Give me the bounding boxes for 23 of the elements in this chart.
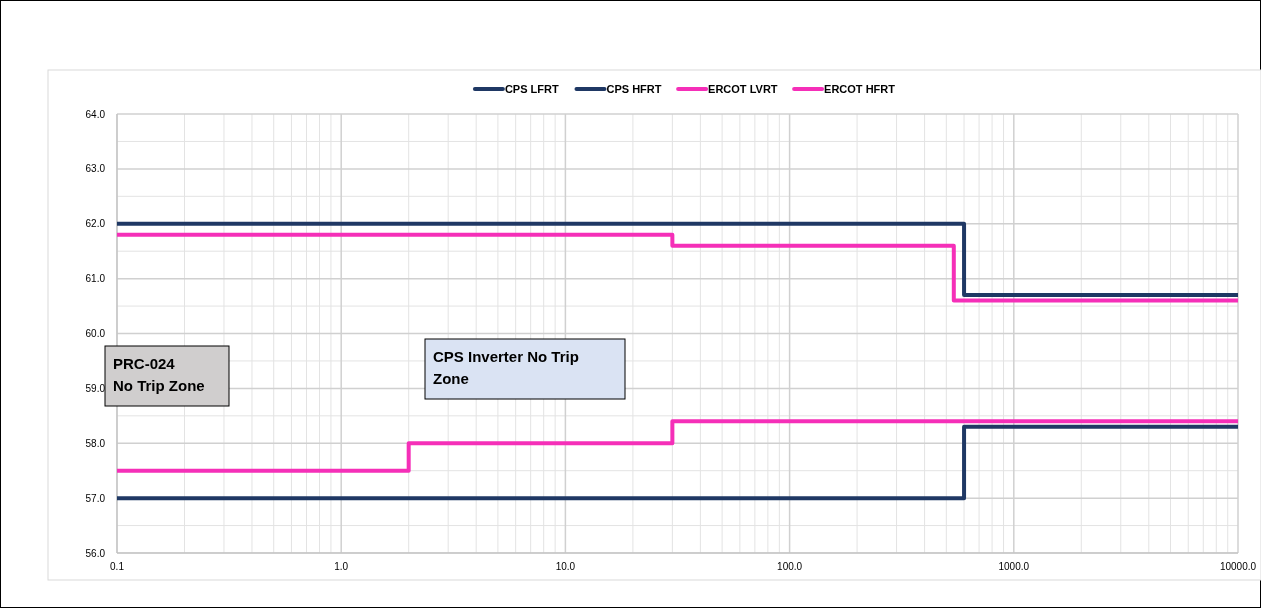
y-tick-label: 62.0 [85,218,106,230]
legend-label: ERCOT HFRT [824,83,896,95]
x-tick-label: 0.1 [110,561,125,572]
y-tick-label: 58.0 [85,437,106,449]
x-tick-label: 10.0 [555,561,576,572]
y-tick-label: 63.0 [85,163,106,175]
y-tick-label: 60.0 [85,328,106,339]
text-box: PRC-024 No Trip Zone [104,345,230,407]
legend-label: ERCOT LVRT [708,83,778,95]
x-tick-label: 1000.0 [998,561,1030,572]
annotation: CPS Inverter No Trip Zone [433,348,579,387]
y-tick-label: 56.0 [85,547,106,559]
y-tick-label: 61.0 [85,273,106,285]
x-tick-label: 100.0 [777,561,803,572]
annotation: PRC-024 No Trip Zone [113,355,205,394]
y-tick-label: 64.0 [85,108,106,120]
x-tick-label: 10000.0 [1219,561,1257,572]
x-tick-label: 1.0 [334,561,349,572]
y-tick-label: 59.0 [85,382,106,394]
legend-label: CPS LFRT [504,83,559,95]
y-tick-label: 57.0 [85,492,106,504]
text-box: CPS Inverter No Trip Zone [424,338,626,400]
legend-label: CPS HFRT [606,83,662,95]
